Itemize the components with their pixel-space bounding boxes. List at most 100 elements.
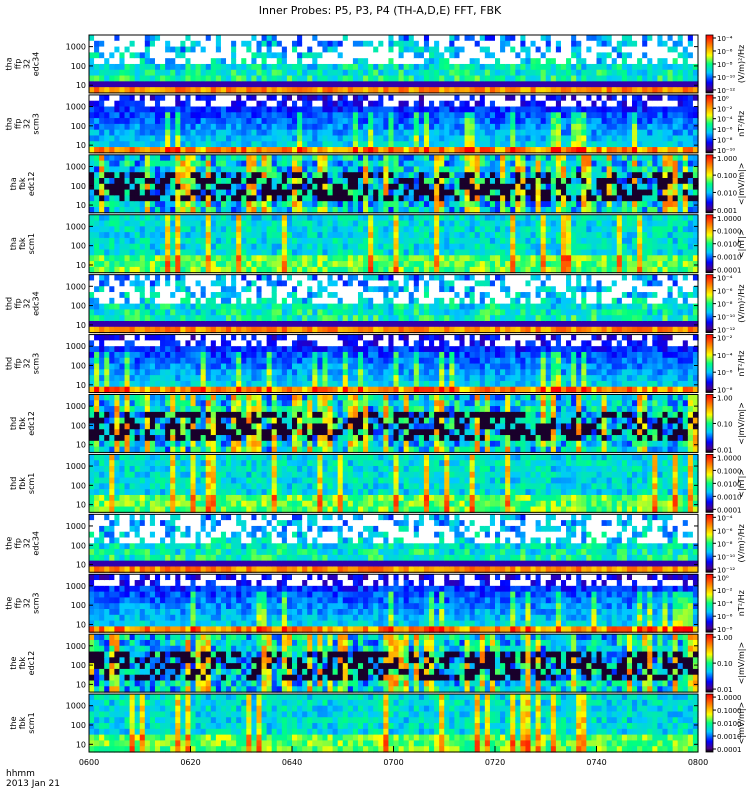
y-tick-label: 100 xyxy=(71,182,86,191)
y-axis-label: the fbk edc12 xyxy=(9,651,36,676)
y-axis-label: tha ffp 32 scm3 xyxy=(5,113,41,134)
x-tick-label: 0740 xyxy=(586,758,606,767)
y-tick-label: 1000 xyxy=(66,342,86,351)
colorbar xyxy=(705,94,714,154)
panel-frame xyxy=(88,94,699,154)
spectrogram-cells xyxy=(89,274,699,334)
panel-6: 1000 100 10 thd fbk edc12 1.00 0.10 0.01 <|mV/m|> xyxy=(9,394,746,454)
colorbar-tick-label: 0.0100 xyxy=(717,480,742,488)
y-label-line: fbk xyxy=(18,656,27,669)
y-label-line: fbk xyxy=(18,417,27,430)
y-label-line: scm1 xyxy=(27,712,36,733)
y-tick-label: 1000 xyxy=(66,282,86,291)
panel-1: 1000 100 10 tha ffp 32 scm3 10⁰ 10⁻² 10⁻⁴ 10⁻⁶ 10⁻⁸… xyxy=(5,94,746,155)
colorbar xyxy=(705,513,714,573)
x-tick-label: 0800 xyxy=(688,758,708,767)
colorbar-tick-label: 10⁻¹⁰ xyxy=(717,74,735,82)
y-tick-label: 1000 xyxy=(66,402,86,411)
panel-0: 1000 100 10 tha ffp 32 edc34 10⁻⁴ 10⁻⁶ 10⁻⁸ 10⁻¹⁰ 1… xyxy=(5,34,746,95)
colorbar-tick-label: 1.0000 xyxy=(717,215,742,223)
y-label-line: the xyxy=(5,537,14,550)
y-tick-label: 1000 xyxy=(66,702,86,711)
y-label-line: the xyxy=(9,716,18,729)
spectrogram-cells xyxy=(89,514,699,573)
colorbar-tick-label: 10⁻⁸ xyxy=(717,540,733,548)
y-label-line: 32 xyxy=(23,598,32,608)
y-axis-label: the ffp 32 scm3 xyxy=(5,592,41,613)
colorbar-label: <|mV/m|> xyxy=(737,402,746,445)
panel-frame xyxy=(88,274,699,334)
y-tick-label: 10 xyxy=(76,201,86,210)
y-tick-label: 1000 xyxy=(66,162,86,171)
panel-10: 1000 100 10 the fbk edc12 1.00 0.10 0.01 <|mV/m|> xyxy=(9,633,746,694)
y-tick-label: 10 xyxy=(76,680,86,689)
colorbar-tick-label: 10⁻² xyxy=(717,335,733,343)
colorbar-tick-label: 10⁻⁸ xyxy=(717,61,733,69)
colorbar-label: (V/m)²/Hz xyxy=(737,524,746,562)
y-axis-label: the ffp 32 edc34 xyxy=(5,531,41,556)
panel-frame xyxy=(88,573,699,633)
y-tick-label: 1000 xyxy=(66,522,86,531)
y-axis-label: thd fbk scm1 xyxy=(9,473,36,494)
panel-frame xyxy=(88,214,699,274)
y-label-line: scm3 xyxy=(32,113,41,134)
y-label-line: tha xyxy=(5,117,14,130)
colorbar-tick-label: 0.0010 xyxy=(717,493,742,501)
spectrogram-cells xyxy=(89,454,699,513)
colorbar-tick-label: 10⁻¹² xyxy=(717,566,735,574)
colorbar-label: nT²/Hz xyxy=(737,590,746,616)
colorbar-tick-label: 10⁻⁶ xyxy=(717,369,733,377)
y-label-line: scm1 xyxy=(27,233,36,254)
colorbar-tick-label: 10⁻⁴ xyxy=(717,514,733,522)
y-tick-label: 1000 xyxy=(66,222,86,231)
y-label-line: edc12 xyxy=(27,651,36,676)
y-tick-label: 1000 xyxy=(66,462,86,471)
panel-frame xyxy=(88,453,699,513)
colorbar xyxy=(705,573,714,633)
panel-frame xyxy=(88,633,699,693)
y-tick-label: 100 xyxy=(71,601,86,610)
colorbar-tick-label: 10⁻⁴ xyxy=(717,600,733,608)
colorbar-tick-label: 10⁻⁸ xyxy=(717,301,733,309)
colorbar-tick-label: 10⁻⁸ xyxy=(717,387,733,395)
y-tick-label: 1000 xyxy=(66,582,86,591)
panel-11: 1000 100 10 the fbk scm1 1.0000 0.1000 0.0100 0.0… xyxy=(9,693,746,754)
y-label-line: scm3 xyxy=(32,353,41,374)
panel-3: 1000 100 10 tha fbk scm1 1.0000 0.1000 0.0100 0.0… xyxy=(9,214,746,275)
colorbar-tick-label: 10⁻² xyxy=(717,587,733,595)
y-label-line: edc12 xyxy=(27,411,36,436)
spectrogram-cells xyxy=(89,334,699,394)
colorbar-tick-label: 0.0010 xyxy=(717,733,742,741)
y-label-line: 32 xyxy=(23,299,32,309)
y-axis-label: thd ffp 32 edc34 xyxy=(5,291,41,316)
y-axis-label: tha fbk scm1 xyxy=(9,233,36,254)
colorbar-tick-label: 1.00 xyxy=(717,395,733,403)
colorbar-tick-label: 10⁻⁸ xyxy=(717,626,733,634)
y-label-line: tha xyxy=(9,237,18,250)
y-label-line: fbk xyxy=(18,716,27,729)
colorbar-tick-label: 10⁰ xyxy=(717,95,729,103)
colorbar-tick-label: 0.0001 xyxy=(717,746,742,754)
y-label-line: ffp xyxy=(14,119,23,130)
y-tick-label: 10 xyxy=(76,381,86,390)
spectrogram-cells xyxy=(89,214,699,274)
colorbar-tick-label: 10⁻⁸ xyxy=(717,136,733,144)
panel-frame xyxy=(88,394,699,453)
x-tick-label: 0620 xyxy=(180,758,200,767)
colorbar-label: <|mV/m|> xyxy=(737,163,746,206)
colorbar-tick-label: 0.0001 xyxy=(717,506,742,514)
colorbar-tick-label: 10⁻⁴ xyxy=(717,352,733,360)
colorbar-tick-label: 10⁻² xyxy=(717,105,733,113)
panel-frame xyxy=(88,154,699,214)
y-label-line: fbk xyxy=(18,177,27,190)
colorbar-tick-label: 0.10 xyxy=(717,420,733,428)
colorbar-tick-label: 10⁻⁴ xyxy=(717,116,733,124)
y-tick-label: 10 xyxy=(76,81,86,90)
y-label-line: ffp xyxy=(14,598,23,609)
colorbar xyxy=(705,274,714,333)
spectrogram-cells xyxy=(89,35,699,94)
colorbar-tick-label: 0.0100 xyxy=(717,720,742,728)
y-label-line: ffp xyxy=(14,538,23,549)
y-tick-label: 1000 xyxy=(66,43,86,52)
